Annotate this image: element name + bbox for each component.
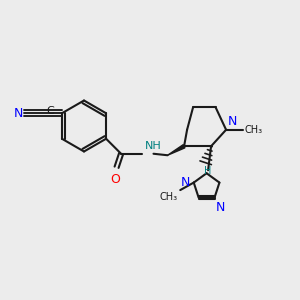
Text: N: N [216,201,225,214]
Text: CH₃: CH₃ [245,125,263,135]
Text: H: H [204,166,212,176]
Text: O: O [110,172,120,186]
Polygon shape [168,145,185,155]
Text: N: N [14,107,23,120]
Text: N: N [228,115,237,128]
Text: NH: NH [145,141,161,151]
Text: CH₃: CH₃ [160,193,178,202]
Text: N: N [181,176,190,189]
Text: C: C [46,106,54,116]
